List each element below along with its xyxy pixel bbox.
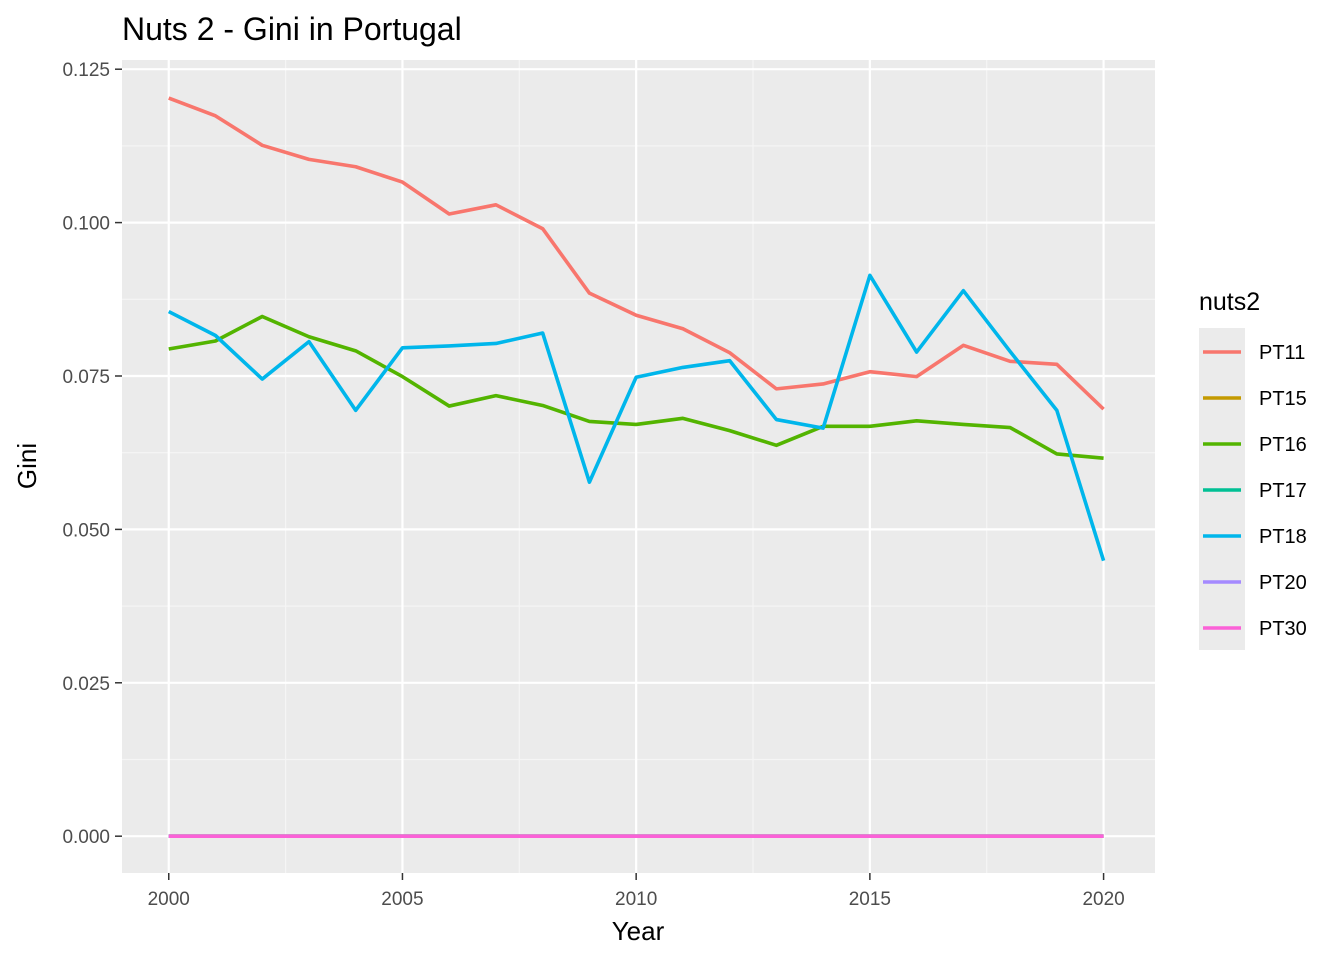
y-tick-label: 0.075 (62, 367, 110, 388)
legend-label-pt30: PT30 (1259, 618, 1307, 640)
x-tick-label: 2010 (615, 889, 657, 910)
plot-panel (122, 60, 1155, 873)
x-tick-label: 2005 (381, 889, 423, 910)
x-axis: 2000 2005 2010 2015 2020 (148, 873, 1125, 910)
series-line-pt18 (167, 273, 1106, 562)
series-line-pt16 (168, 314, 1104, 461)
legend-label-pt15: PT15 (1259, 388, 1307, 410)
y-tick-label: 0.100 (62, 214, 110, 235)
legend-label-pt11: PT11 (1259, 342, 1305, 364)
series-line-pt11 (168, 96, 1105, 411)
legend-title: nuts2 (1199, 288, 1260, 316)
x-axis-title: Year (612, 916, 665, 946)
series-lines (167, 96, 1106, 838)
y-tick-label: 0.125 (62, 60, 110, 81)
legend-label-pt20: PT20 (1259, 572, 1307, 594)
y-tick-label: 0.025 (62, 674, 110, 695)
chart-title: Nuts 2 - Gini in Portugal (122, 11, 462, 47)
minor-gridlines (122, 60, 1155, 873)
x-tick-label: 2000 (148, 889, 190, 910)
legend-label-pt16: PT16 (1259, 434, 1307, 456)
x-tick-label: 2015 (849, 889, 891, 910)
y-tick-label: 0.050 (62, 520, 110, 541)
legend: nuts2 PT11 PT15 PT16 PT17 PT18 PT20 PT30 (1199, 288, 1307, 650)
legend-label-pt17: PT17 (1259, 480, 1307, 502)
x-tick-label: 2020 (1082, 889, 1124, 910)
legend-label-pt18: PT18 (1259, 526, 1307, 548)
y-tick-label: 0.000 (62, 827, 110, 848)
y-axis: 0.000 0.025 0.050 0.075 0.100 0.125 (62, 60, 122, 848)
y-axis-title: Gini (12, 443, 42, 489)
